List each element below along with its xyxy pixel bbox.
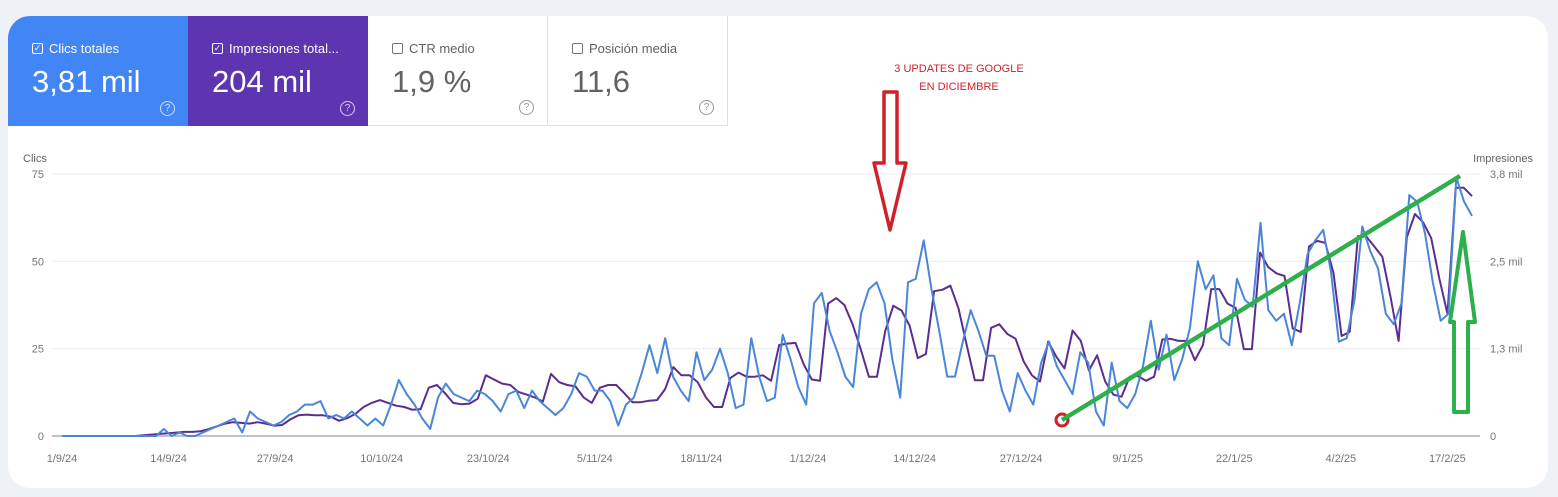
y-tick-left: 0 xyxy=(38,431,44,443)
x-tick: 22/1/25 xyxy=(1216,453,1253,465)
y-tick-right: 1,3 mil xyxy=(1490,344,1522,356)
x-tick: 18/11/24 xyxy=(680,453,722,465)
performance-card: ✓ Clics totales 3,81 mil ? ✓ Impresiones… xyxy=(8,16,1548,488)
y-tick-right: 2,5 mil xyxy=(1490,256,1522,268)
metric-value: 11,6 xyxy=(572,64,631,99)
y-tick-right: 3,8 mil xyxy=(1490,169,1522,181)
red-down-arrow-icon xyxy=(872,90,908,232)
metric-label: Impresiones total... xyxy=(229,41,339,56)
y-tick-right: 0 xyxy=(1490,431,1496,443)
x-tick: 10/10/24 xyxy=(360,453,403,465)
x-tick: 17/2/25 xyxy=(1429,453,1466,465)
metric-label: Clics totales xyxy=(49,41,120,56)
x-tick: 1/12/24 xyxy=(790,453,827,465)
help-icon[interactable]: ? xyxy=(519,100,534,115)
x-tick: 23/10/24 xyxy=(467,453,510,465)
metric-tabs: ✓ Clics totales 3,81 mil ? ✓ Impresiones… xyxy=(8,16,728,127)
x-tick: 27/9/24 xyxy=(257,453,294,465)
metric-value: 204 mil xyxy=(212,64,312,99)
grid xyxy=(52,173,1480,437)
y-tick-left: 25 xyxy=(32,344,44,356)
low-point-circle-icon xyxy=(1054,412,1070,428)
annotations: 3 UPDATES DE GOOGLE EN DICIEMBRE xyxy=(872,63,1477,428)
metric-impressions[interactable]: ✓ Impresiones total... 204 mil ? xyxy=(188,16,368,126)
x-tick: 14/9/24 xyxy=(150,453,187,465)
metric-position-label-row: Posición media xyxy=(572,41,677,56)
checkbox-unchecked-icon[interactable] xyxy=(392,43,403,54)
metric-ctr-label-row: CTR medio xyxy=(392,41,475,56)
metric-value: 1,9 % xyxy=(392,64,472,99)
y-tick-left: 75 xyxy=(32,169,44,181)
metric-clicks[interactable]: ✓ Clics totales 3,81 mil ? xyxy=(8,16,188,126)
x-tick: 9/1/25 xyxy=(1112,453,1143,465)
checkbox-unchecked-icon[interactable] xyxy=(572,43,583,54)
x-tick: 14/12/24 xyxy=(893,453,936,465)
checkbox-checked-icon[interactable]: ✓ xyxy=(212,43,223,54)
y-tick-left: 50 xyxy=(32,256,44,268)
x-tick: 4/2/25 xyxy=(1326,453,1357,465)
metric-position[interactable]: Posición media 11,6 ? xyxy=(548,16,728,126)
trend-line xyxy=(1060,174,1462,422)
metric-label: CTR medio xyxy=(409,41,475,56)
green-up-arrow-icon xyxy=(1448,230,1477,414)
y-ticks: 0 0 25 1,3 mil 50 2,5 mil 75 3,8 mil xyxy=(32,169,1523,443)
annotation-text-line1: 3 UPDATES DE GOOGLE xyxy=(894,63,1023,75)
help-icon[interactable]: ? xyxy=(699,100,714,115)
checkbox-checked-icon[interactable]: ✓ xyxy=(32,43,43,54)
x-tick: 5/11/24 xyxy=(577,453,613,465)
x-tick: 27/12/24 xyxy=(1000,453,1043,465)
chart-series xyxy=(62,176,1473,437)
metric-label: Posición media xyxy=(589,41,678,56)
metric-value: 3,81 mil xyxy=(32,64,141,99)
x-ticks: 1/9/24 14/9/24 27/9/24 10/10/24 23/10/24 5/11… xyxy=(47,453,1466,465)
metric-ctr[interactable]: CTR medio 1,9 % ? xyxy=(368,16,548,126)
metric-clicks-label-row: ✓ Clics totales xyxy=(32,41,119,56)
performance-chart: Clics Impresiones 0 0 25 1,3 mil 50 2,5 mil 75… xyxy=(23,63,1533,465)
series-line-clicks xyxy=(62,176,1473,437)
help-icon[interactable]: ? xyxy=(160,101,175,116)
y-axis-title-left: Clics xyxy=(23,153,47,165)
x-tick: 1/9/24 xyxy=(47,453,78,465)
y-axis-title-right: Impresiones xyxy=(1473,153,1533,165)
help-icon[interactable]: ? xyxy=(340,101,355,116)
annotation-text-line2: EN DICIEMBRE xyxy=(919,81,998,93)
metric-impressions-label-row: ✓ Impresiones total... xyxy=(212,41,339,56)
